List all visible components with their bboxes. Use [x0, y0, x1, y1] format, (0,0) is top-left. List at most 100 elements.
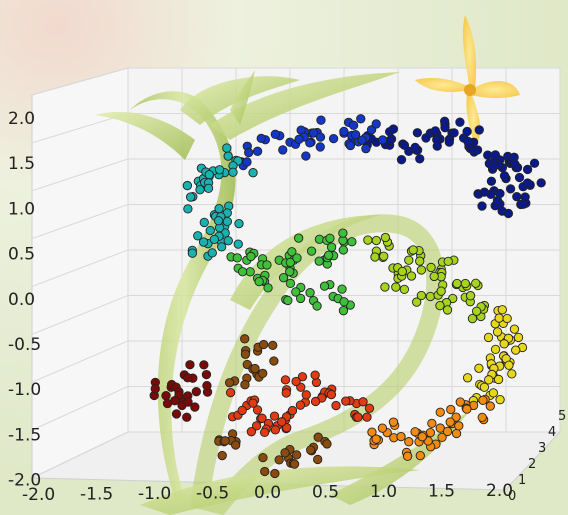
scatter-point [250, 363, 260, 374]
scatter-point [388, 124, 399, 134]
scatter-point [248, 168, 258, 178]
leaf [210, 72, 400, 140]
scatter-point [358, 397, 368, 407]
scatter-point [305, 138, 315, 148]
scatter-point [204, 170, 214, 180]
scatter-point [268, 340, 278, 351]
scatter-point [357, 135, 367, 145]
scatter-point [251, 421, 262, 431]
grid-line [31, 113, 129, 144]
y-tick-label: 5 [558, 409, 566, 424]
scatter-point [493, 374, 504, 385]
x-tick-label: -1.5 [80, 485, 113, 505]
scatter-point [509, 324, 520, 334]
scatter-point [283, 295, 293, 306]
scatter-point [281, 388, 291, 398]
scatter-point [199, 217, 209, 228]
scatter-point [378, 135, 388, 145]
scatter-point [240, 349, 251, 359]
scatter-point [388, 417, 399, 427]
scatter-point [494, 313, 504, 323]
scatter-point [237, 267, 248, 277]
scatter-point [191, 387, 201, 397]
scatter-point [202, 380, 212, 391]
z-tick-label: 0.0 [8, 290, 35, 310]
scatter-point [347, 237, 357, 247]
tick-labels: 2.0 1.5 1.0 0.5 0.0 -0.5 -1.0 -1.5 -2.0-2.0 -1.5 -… [8, 109, 566, 505]
scatter-point [293, 233, 304, 243]
leaf [140, 466, 420, 515]
z-tick-label: -1.0 [8, 380, 41, 400]
scatter-point [224, 378, 235, 388]
scatter-point [485, 401, 495, 411]
scatter-point [313, 432, 323, 442]
scatter-point [252, 405, 263, 415]
scatter-point [514, 172, 525, 183]
scatter-point [262, 260, 272, 270]
scatter-point [232, 253, 242, 263]
z-tick-label: -1.5 [8, 425, 41, 445]
scatter-point [483, 150, 493, 160]
scatter-point [199, 360, 209, 370]
grid-line [31, 295, 129, 335]
grid-line [31, 204, 129, 240]
scatter-point [274, 455, 284, 465]
z-tick-label: 2.0 [8, 109, 35, 129]
scatter-point [412, 128, 423, 138]
scatter-point [426, 262, 436, 273]
scatter-point [322, 439, 332, 449]
grid-line [31, 340, 129, 383]
x-tick-label: -2.0 [22, 485, 55, 505]
scatter-point [415, 154, 425, 164]
scatter-point [462, 404, 472, 414]
scatter-point [396, 155, 407, 165]
scatter-point [507, 369, 517, 379]
scatter-point [269, 356, 279, 366]
scatter-point [455, 397, 465, 407]
y-tick-label: 0 [508, 489, 516, 504]
scatter-point [363, 235, 373, 245]
scatter-point [430, 126, 441, 136]
x-tick-label: 2.0 [486, 481, 513, 501]
scatter-point [258, 452, 268, 463]
scatter-point [486, 176, 497, 186]
scatter-point [187, 248, 198, 258]
x-tick-label: 0.5 [312, 483, 339, 503]
scatter-point [277, 417, 287, 427]
scatter-point [295, 400, 306, 410]
scatter-point [193, 231, 203, 241]
scatter-point [240, 380, 250, 390]
z-tick-label: -2.0 [8, 471, 41, 491]
scatter-point [183, 397, 193, 407]
scatter-point [234, 218, 244, 229]
scatter-point [371, 119, 381, 129]
scatter-point [495, 395, 505, 405]
scatter-point [345, 140, 356, 151]
scatter-point [246, 251, 256, 262]
x-tick-label: -1.0 [138, 484, 171, 504]
scatter-point [490, 344, 501, 355]
scatter-point [309, 128, 319, 138]
scatter-point [463, 136, 473, 146]
scatter-point [484, 375, 494, 385]
scatter-point [301, 151, 311, 161]
scatter-point [435, 300, 445, 311]
scatter-point [436, 286, 446, 296]
scatter-point [217, 450, 227, 461]
z-tick-label: 1.5 [8, 154, 35, 174]
scatter-point [341, 396, 351, 406]
scatter-point [362, 412, 372, 422]
x-tick-label: 1.5 [428, 482, 455, 502]
scatter-point [186, 192, 196, 202]
scatter-point [370, 252, 380, 262]
scatter-point [452, 278, 462, 289]
scatter-point [207, 248, 217, 258]
scatter-point [292, 253, 302, 263]
scatter-point [285, 267, 295, 277]
scatter-point [442, 426, 453, 437]
scatter-point [339, 126, 349, 137]
scatter-point [437, 432, 447, 443]
scatter-point [371, 434, 381, 444]
scatter-point [256, 133, 266, 144]
scatter-point [314, 256, 324, 266]
